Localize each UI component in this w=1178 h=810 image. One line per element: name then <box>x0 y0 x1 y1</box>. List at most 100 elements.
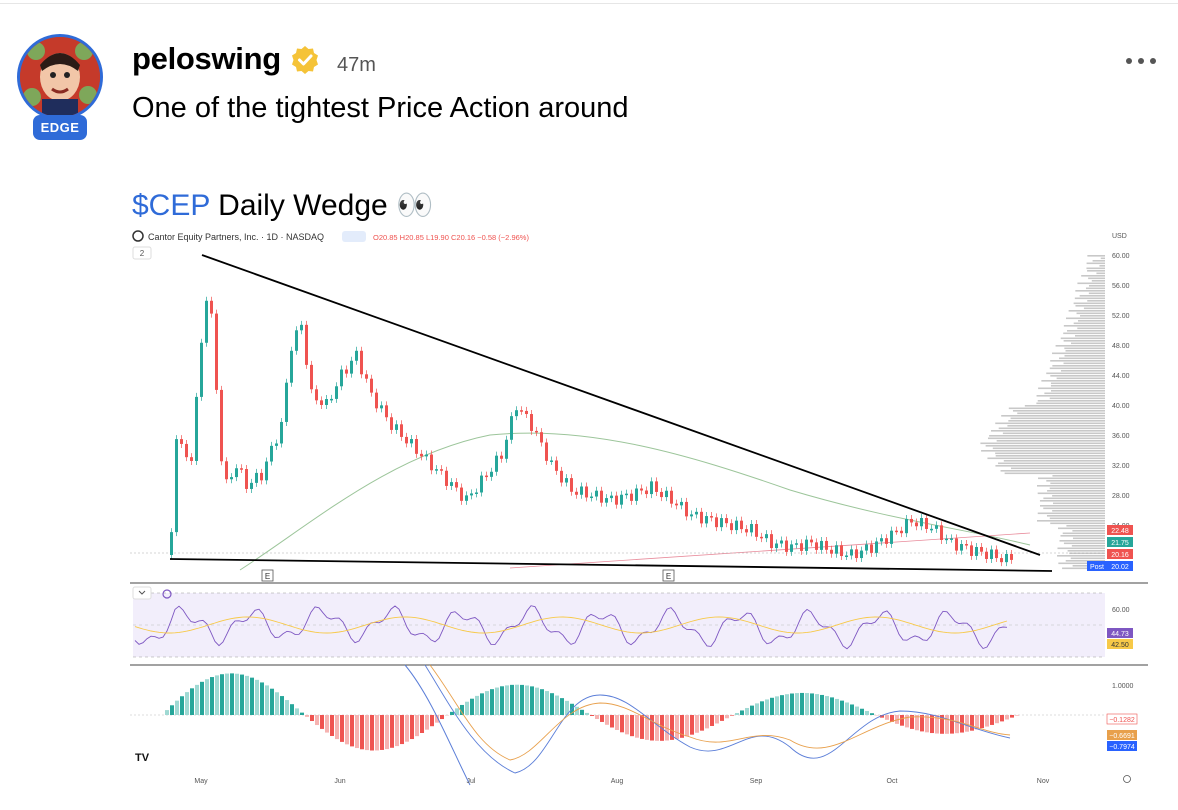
earnings-marker-icon[interactable] <box>261 569 274 582</box>
volume-profile-bar <box>1075 290 1105 292</box>
chart-visibility-toggle[interactable] <box>342 231 366 242</box>
candle-body <box>240 468 243 470</box>
macd-histogram-bar <box>270 688 274 715</box>
candle-body <box>780 540 783 544</box>
macd-histogram-bar <box>505 685 509 715</box>
moving-average-line <box>239 432 1031 571</box>
candle-body <box>590 496 593 499</box>
macd-histogram-bar <box>375 715 379 751</box>
volume-profile-bar <box>987 437 1105 440</box>
candle-body <box>310 364 313 390</box>
edge-badge: EDGE <box>33 115 87 140</box>
macd-histogram-bar <box>465 701 469 715</box>
candle-body <box>420 453 423 457</box>
rsi-axis-tick: 60.00 <box>1112 607 1130 614</box>
macd-signal-value-text: −0.6691 <box>1109 733 1135 740</box>
candle-body <box>875 541 878 553</box>
candle-body <box>740 520 743 530</box>
more-options-icon[interactable] <box>1123 49 1159 73</box>
macd-histogram-bar <box>880 715 884 718</box>
volume-profile-bar <box>1059 357 1105 360</box>
macd-histogram-bar <box>260 682 264 715</box>
candle-body <box>230 477 233 480</box>
candlesticks <box>170 296 1013 567</box>
macd-signal-line <box>429 664 1011 761</box>
avatar[interactable] <box>17 34 103 120</box>
macd-histogram-bar <box>385 715 389 750</box>
candle-body <box>575 491 578 495</box>
candle-body <box>955 538 958 551</box>
candle-body <box>985 551 988 559</box>
price-label-value: 21.75 <box>1111 540 1129 547</box>
volume-profile-bar <box>1050 482 1105 485</box>
candle-body <box>510 416 513 440</box>
candle-body <box>185 443 188 458</box>
macd-histogram-bar <box>310 715 314 722</box>
macd-histogram-bar <box>335 715 339 740</box>
candle-body <box>450 482 453 486</box>
currency-label[interactable]: USD <box>1112 233 1127 240</box>
macd-histogram-bar <box>345 715 349 745</box>
macd-histogram-bar <box>950 715 954 734</box>
macd-histogram-bar <box>315 715 319 726</box>
macd-histogram-bar <box>485 691 489 715</box>
indicator-settings-icon[interactable] <box>162 589 172 599</box>
candle-body <box>550 460 553 462</box>
volume-profile-bar <box>1046 480 1105 482</box>
volume-profile-bar <box>1087 300 1105 302</box>
macd-histogram-bar <box>590 715 594 716</box>
macd-hist-value-label <box>1106 713 1138 725</box>
earnings-marker-label: E <box>265 572 270 581</box>
volume-profile-bar <box>1012 410 1105 412</box>
candle-body <box>545 442 548 461</box>
candle-body <box>830 549 833 554</box>
macd-histogram-bar <box>600 715 604 722</box>
volume-profile-bar <box>1049 367 1105 370</box>
volume-profile-bar <box>995 465 1105 467</box>
macd-histogram-bar <box>430 715 434 727</box>
candle-body <box>810 539 813 543</box>
candle-body <box>170 532 173 555</box>
candle-body <box>280 421 283 444</box>
candle-body <box>225 461 228 480</box>
macd-histogram-bar <box>835 698 839 715</box>
volume-profile-bar <box>1072 530 1105 532</box>
volume-profile-bar <box>1078 320 1105 322</box>
candle-body <box>960 544 963 551</box>
chart-image[interactable]: Cantor Equity Partners, Inc. · 1D · NASD… <box>130 225 1148 792</box>
candle-body <box>375 392 378 409</box>
earnings-marker-icon[interactable] <box>662 569 675 582</box>
volume-profile-bar <box>992 447 1105 450</box>
avatar-image <box>20 37 100 117</box>
macd-histogram-bar <box>870 713 874 715</box>
macd-histogram-bar <box>805 693 809 715</box>
macd-histogram-bar <box>610 715 614 728</box>
indicator-count: 2 <box>140 249 145 258</box>
macd-histogram-bar <box>980 715 984 729</box>
volume-profile-bar <box>1079 295 1105 297</box>
candle-body <box>870 544 873 553</box>
ticker-link[interactable]: $CEP <box>132 189 210 222</box>
volume-profile-bar <box>1037 492 1105 495</box>
rsi-collapse-button[interactable] <box>132 586 152 600</box>
volume-profile-bar <box>1060 337 1105 340</box>
candle-body <box>350 360 353 374</box>
candle-body <box>535 430 538 433</box>
macd-histogram-bar <box>885 715 889 720</box>
macd-histogram-bar <box>325 715 329 733</box>
macd-histogram-bar <box>495 687 499 715</box>
indicator-collapse-button[interactable] <box>132 246 152 260</box>
volume-profile-bar <box>1002 432 1105 435</box>
candle-body <box>390 417 393 430</box>
macd-histogram-bar <box>180 696 184 715</box>
macd-histogram-bar <box>255 679 259 715</box>
volume-profile-bar <box>1092 260 1105 262</box>
macd-histogram-bar <box>635 715 639 738</box>
username[interactable]: peloswing <box>132 41 281 76</box>
macd-histogram-bar <box>580 709 584 715</box>
volume-profile-bar <box>1086 267 1105 270</box>
post-ticker-line: $CEP Daily Wedge 👀 <box>132 188 433 223</box>
macd-histogram-bar <box>995 715 999 724</box>
candle-body <box>385 405 388 418</box>
chart-settings-icon[interactable] <box>1123 775 1131 783</box>
